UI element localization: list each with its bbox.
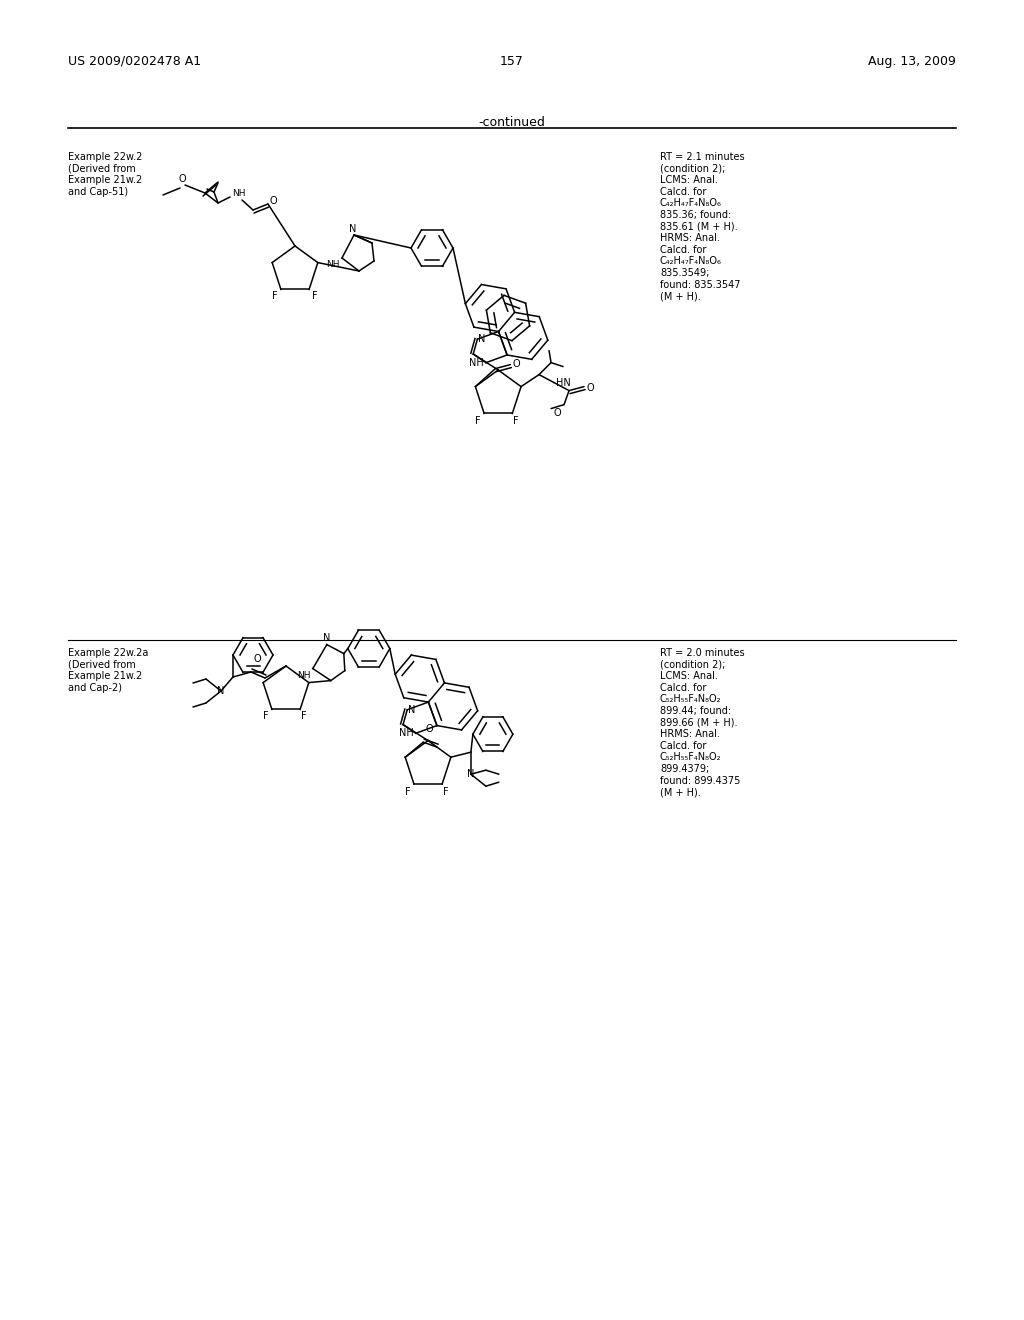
Text: N: N xyxy=(478,334,485,345)
Text: F: F xyxy=(475,416,481,426)
Text: N: N xyxy=(409,705,416,714)
Text: O: O xyxy=(553,408,561,417)
Text: NH: NH xyxy=(232,190,246,198)
Text: HN: HN xyxy=(556,378,570,388)
Text: RT = 2.1 minutes
(condition 2);
LCMS: Anal.
Calcd. for
C₄₂H₄₇F₄N₈O₆
835.36; foun: RT = 2.1 minutes (condition 2); LCMS: An… xyxy=(660,152,744,301)
Text: N: N xyxy=(217,686,224,696)
Text: F: F xyxy=(272,292,278,301)
Text: N: N xyxy=(349,224,356,234)
Text: F: F xyxy=(406,787,411,797)
Text: 157: 157 xyxy=(500,55,524,69)
Text: N: N xyxy=(324,632,331,643)
Text: O: O xyxy=(253,653,261,664)
Text: F: F xyxy=(263,711,269,722)
Text: O: O xyxy=(425,725,433,734)
Text: NH: NH xyxy=(469,358,484,368)
Text: F: F xyxy=(312,292,317,301)
Text: O: O xyxy=(512,359,520,368)
Text: O: O xyxy=(178,174,185,183)
Text: NH: NH xyxy=(399,729,414,738)
Text: Example 22w.2a
(Derived from
Example 21w.2
and Cap-2): Example 22w.2a (Derived from Example 21w… xyxy=(68,648,148,693)
Text: F: F xyxy=(301,711,307,722)
Text: -continued: -continued xyxy=(478,116,546,129)
Text: N: N xyxy=(467,770,474,779)
Text: US 2009/0202478 A1: US 2009/0202478 A1 xyxy=(68,55,201,69)
Text: Aug. 13, 2009: Aug. 13, 2009 xyxy=(868,55,956,69)
Text: O: O xyxy=(270,195,278,206)
Text: NH: NH xyxy=(327,260,340,269)
Text: F: F xyxy=(443,787,449,797)
Text: Example 22w.2
(Derived from
Example 21w.2
and Cap-51): Example 22w.2 (Derived from Example 21w.… xyxy=(68,152,142,197)
Text: NH: NH xyxy=(297,671,311,680)
Text: F: F xyxy=(513,416,519,426)
Text: RT = 2.0 minutes
(condition 2);
LCMS: Anal.
Calcd. for
C₅₂H₅₅F₄N₈O₂
899.44; foun: RT = 2.0 minutes (condition 2); LCMS: An… xyxy=(660,648,744,797)
Text: O: O xyxy=(586,383,594,392)
